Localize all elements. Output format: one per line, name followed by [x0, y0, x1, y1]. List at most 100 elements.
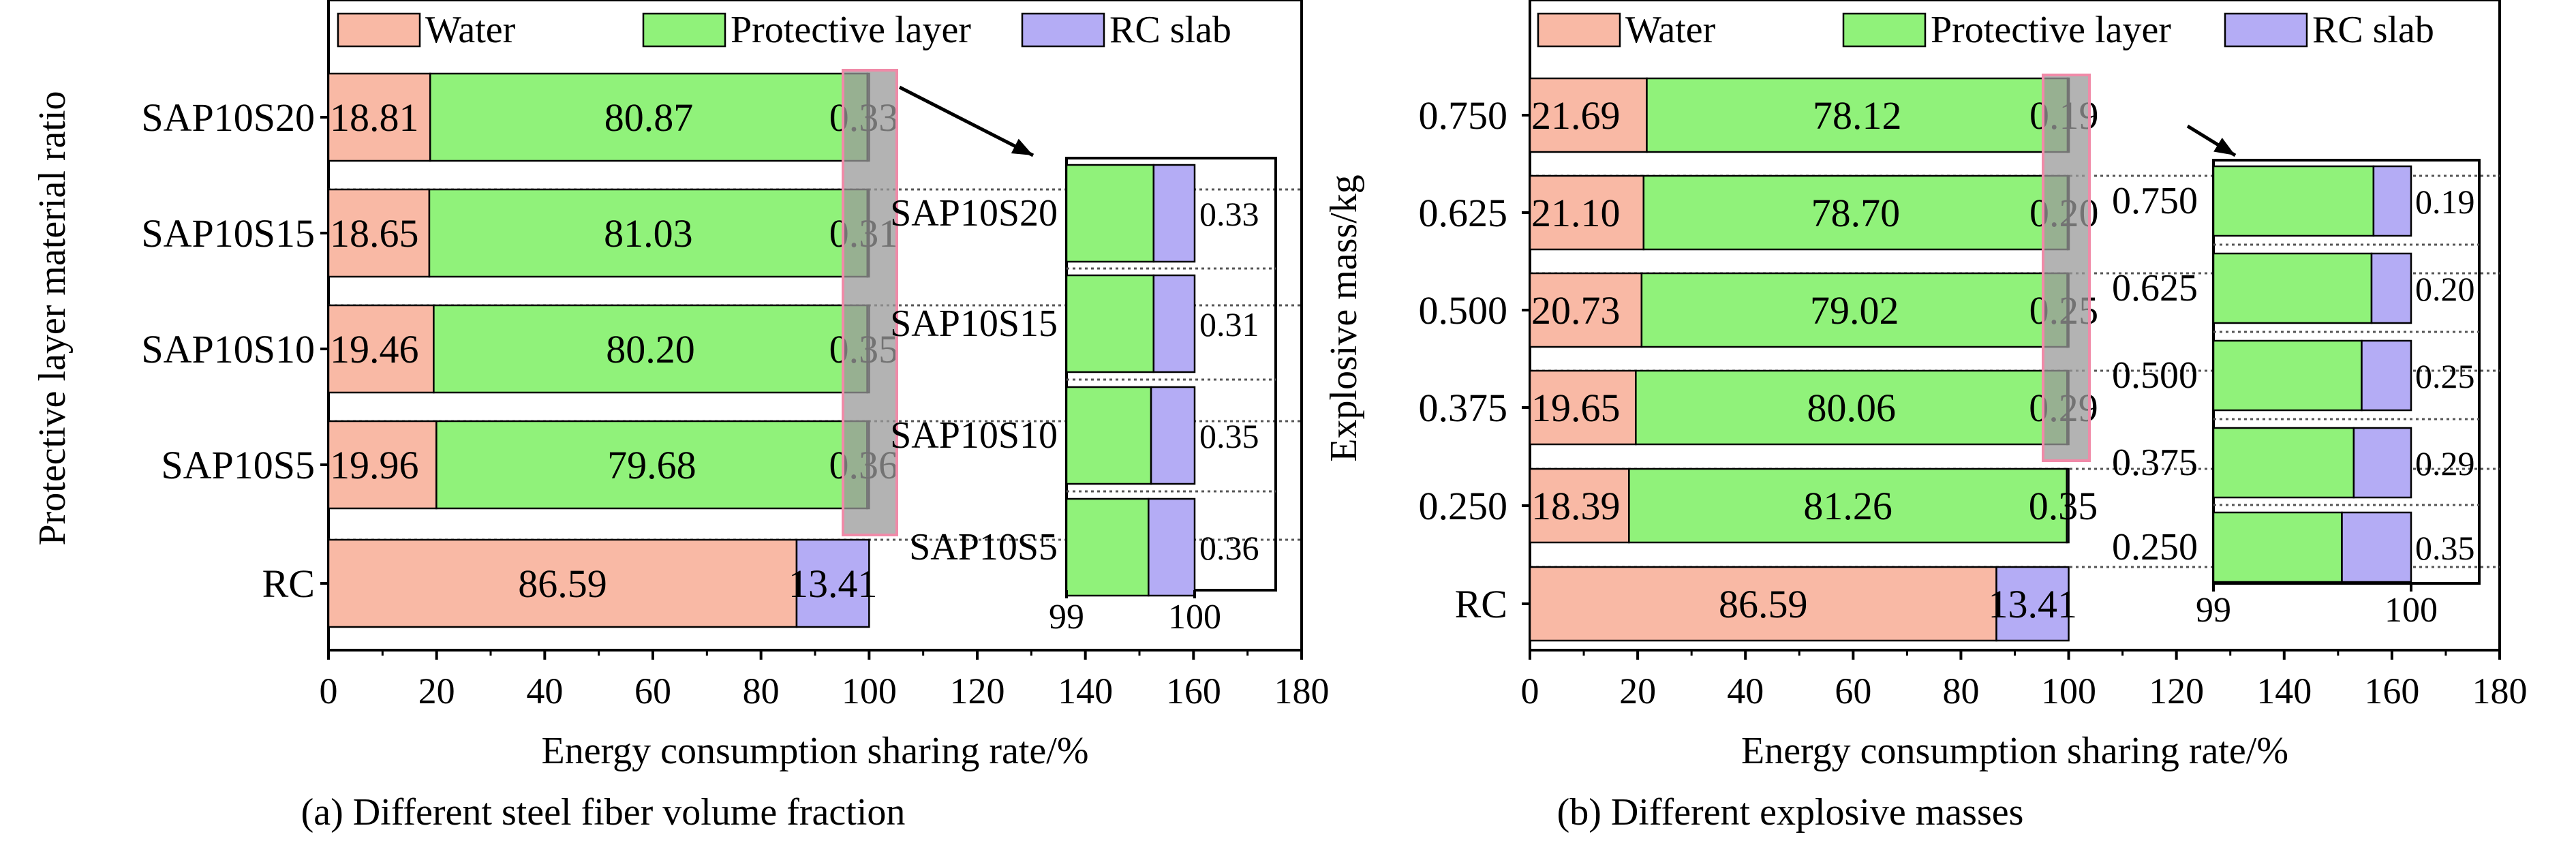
zoom-inset: 0.19 0.750 0.20 0.625 0.25 0.500 0.29 0.375 0.35… [2112, 159, 2481, 630]
inset-x-tick-label: 100 [1168, 598, 1221, 637]
legend-label-rc: RC slab [2312, 9, 2434, 51]
data-label-rc: 13.41 [788, 562, 878, 606]
data-label-protective: 80.20 [606, 327, 695, 371]
zoom-arrow [898, 85, 1034, 157]
inset-bar-row: 0.25 0.500 [2112, 339, 2475, 412]
inset-category-label: 0.250 [2112, 526, 2198, 568]
x-tick-label: 160 [2364, 671, 2419, 711]
inset-bar-row: 0.31 SAP10S15 [890, 274, 1259, 373]
x-axis-title: Energy consumption sharing rate/% [1741, 730, 2288, 772]
zoom-arrow-head [2213, 138, 2235, 155]
legend-swatch-water [337, 12, 421, 48]
x-tick-label: 0 [320, 671, 338, 711]
inset-bar-rc [1150, 386, 1196, 485]
x-tick-label: 100 [2041, 671, 2096, 711]
data-label-water: 18.39 [1531, 484, 1621, 528]
inset-category-label: 0.375 [2112, 442, 2198, 484]
zoom-arrow-head [1011, 138, 1033, 155]
legend: Water Protective layer RC slab [1537, 9, 2434, 51]
category-label: RC [262, 562, 315, 606]
bar-protective [435, 420, 868, 510]
inset-data-label: 0.19 [2415, 183, 2475, 221]
inset-bar-row: 0.35 SAP10S10 [890, 386, 1259, 485]
bar-protective [1640, 272, 2068, 348]
inset-bar-rc [1148, 497, 1196, 597]
data-label-protective: 78.12 [1813, 93, 1902, 138]
inset-bar-protective [2212, 252, 2373, 324]
inset-bar-protective [1065, 386, 1152, 485]
inset-data-label: 0.33 [1199, 195, 1259, 233]
x-tick-label: 140 [1058, 671, 1113, 711]
inset-bar-protective [1065, 497, 1150, 597]
data-label-water: 86.59 [1719, 582, 1808, 626]
bar-row: 86.59 13.41 [327, 538, 878, 628]
data-label-protective: 81.03 [604, 211, 693, 256]
inset-bar-rc [2361, 339, 2412, 412]
data-label-rc: 13.41 [1989, 582, 2078, 626]
inset-category-label: SAP10S10 [890, 414, 1058, 457]
bar-row: 18.39 81.26 0.35 [1529, 468, 2098, 544]
inset-bar-rc [2352, 427, 2412, 499]
inset-bar-protective [1065, 164, 1155, 263]
legend-label-protective: Protective layer [1931, 9, 2171, 51]
figure-caption: (b) Different explosive masses [1557, 791, 2024, 833]
category-label: RC [1455, 582, 1507, 626]
x-tick-label: 140 [2256, 671, 2312, 711]
zoom-highlight [2042, 74, 2091, 462]
x-tick-label: 20 [1619, 671, 1656, 711]
data-label-protective: 79.68 [607, 443, 696, 487]
data-label-water: 18.65 [330, 211, 419, 256]
bar-protective [429, 72, 869, 162]
inset-category-label: 0.625 [2112, 267, 2198, 309]
x-tick-label: 100 [842, 671, 897, 711]
inset-bar-protective [2212, 339, 2363, 412]
x-tick-label: 60 [634, 671, 671, 711]
inset-category-label: 0.750 [2112, 180, 2198, 222]
inset-bar-row: 0.20 0.625 [2112, 252, 2475, 324]
x-tick-label: 120 [950, 671, 1005, 711]
inset-bar-rc [1152, 164, 1196, 263]
inset-data-label: 0.35 [1199, 417, 1259, 455]
inset-x-tick-label: 100 [2385, 591, 2438, 630]
legend-swatch-water [1537, 12, 1621, 48]
bar-water [327, 72, 431, 162]
bar-water [1529, 369, 1637, 446]
bar-protective [1642, 174, 2069, 251]
inset-bar-rc [2372, 165, 2412, 237]
data-label-water: 86.59 [518, 562, 607, 606]
inset-bar-row: 0.29 0.375 [2112, 427, 2475, 499]
inset-bar-rc [1152, 274, 1196, 373]
data-label-protective: 80.06 [1807, 386, 1897, 430]
category-label: 0.625 [1419, 191, 1508, 235]
inset-bar-protective [2212, 427, 2355, 499]
data-label-water: 20.73 [1531, 288, 1621, 333]
x-tick-label: 40 [526, 671, 563, 711]
inset-bar-protective [2212, 511, 2343, 583]
bar-protective [428, 188, 869, 278]
data-label-water: 18.81 [330, 95, 419, 140]
category-label: SAP10S15 [141, 211, 315, 256]
figure-caption: (a) Different steel fiber volume fractio… [301, 791, 906, 833]
data-label-protective: 78.70 [1811, 191, 1901, 235]
bar-water [1529, 174, 1645, 251]
x-tick-label: 20 [418, 671, 455, 711]
category-label: 0.750 [1419, 93, 1508, 138]
inset-category-label: SAP10S15 [890, 303, 1058, 345]
inset-bar-rc [2341, 511, 2412, 583]
bar-water [327, 538, 798, 628]
bar-water [1529, 468, 1630, 544]
inset-bar-row: 0.33 SAP10S20 [890, 164, 1259, 263]
bar-protective [1628, 468, 2068, 544]
bar-protective [1646, 77, 2069, 153]
data-label-water: 19.96 [330, 443, 419, 487]
x-tick-label: 60 [1835, 671, 1871, 711]
x-tick-label: 80 [743, 671, 780, 711]
category-label: 0.250 [1419, 484, 1508, 528]
